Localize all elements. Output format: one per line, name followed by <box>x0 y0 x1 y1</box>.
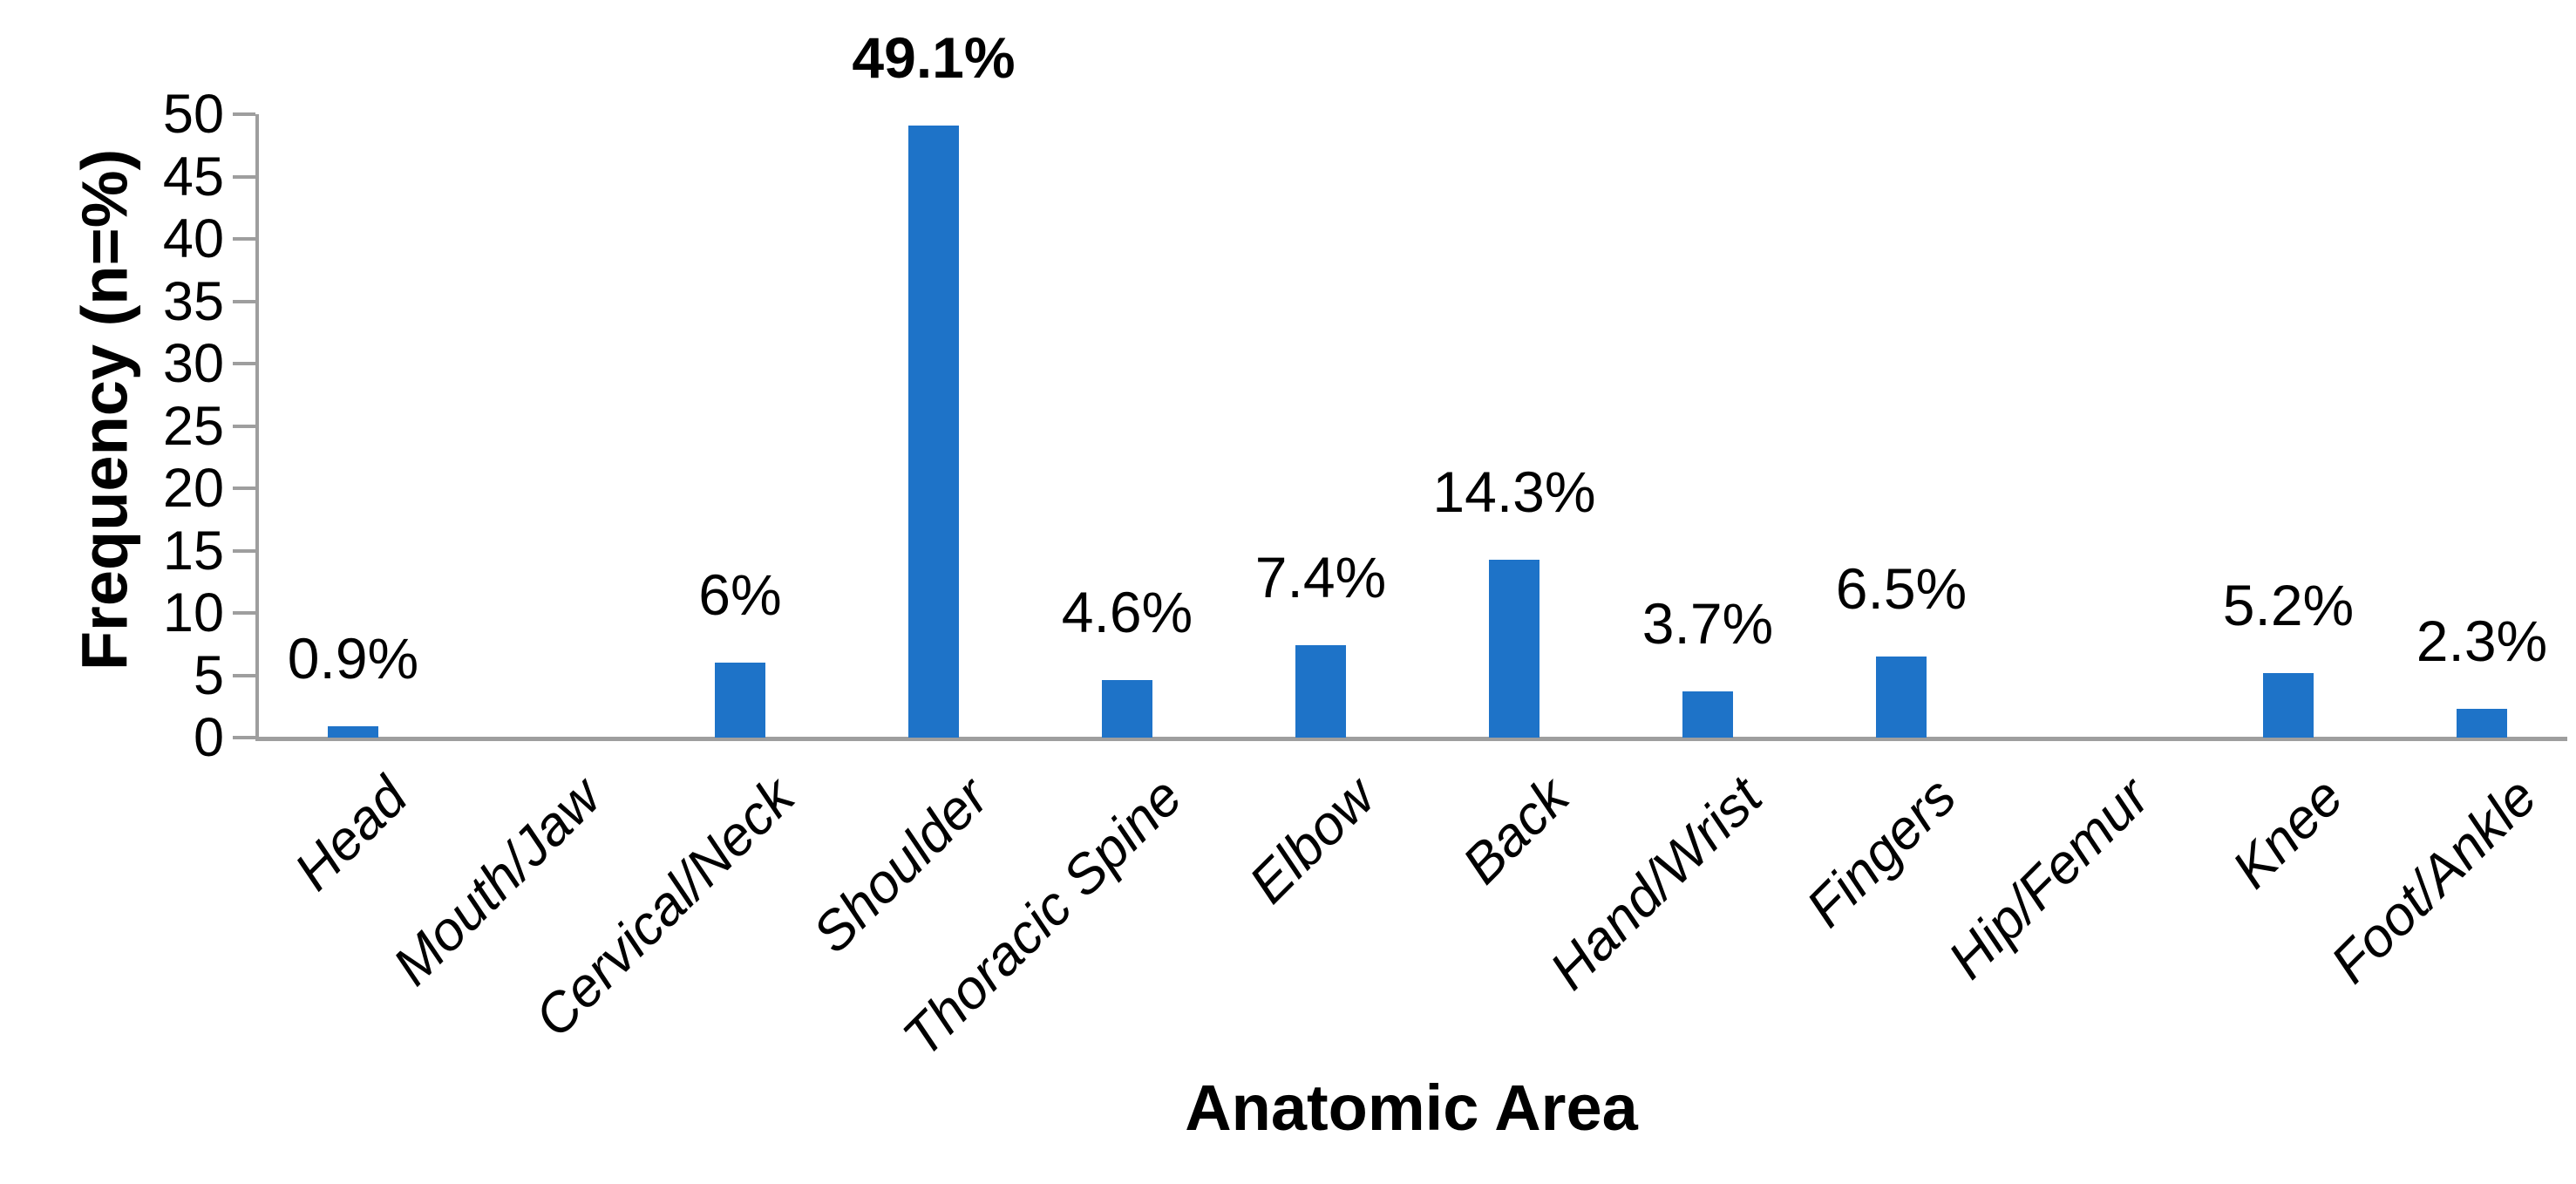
y-tick-label: 45 <box>162 146 224 208</box>
x-axis-title: Anatomic Area <box>1185 1072 1638 1144</box>
y-tick-label: 50 <box>162 84 224 145</box>
data-label-shoulder: 49.1% <box>852 25 1016 90</box>
bar-shoulder <box>908 126 959 738</box>
bar-back <box>1489 560 1539 738</box>
y-tick-mark <box>233 299 255 303</box>
y-tick-mark <box>233 487 255 490</box>
y-tick-mark <box>233 736 255 739</box>
y-tick-label: 15 <box>162 520 224 582</box>
bar-elbow <box>1295 645 1346 738</box>
y-tick-mark <box>233 362 255 365</box>
bar-head <box>328 726 378 738</box>
y-tick-mark <box>233 611 255 615</box>
y-tick-mark <box>233 174 255 179</box>
x-tick-label-hip-femur: Hip/Femur <box>1936 766 2162 991</box>
bar-fingers <box>1876 657 1927 738</box>
y-tick-mark <box>233 548 255 553</box>
x-axis-line <box>255 737 2567 741</box>
y-tick-label: 35 <box>162 270 224 332</box>
x-tick-label-foot-ankle: Foot/Ankle <box>2319 766 2549 996</box>
x-tick-label-hand-wrist: Hand/Wrist <box>1539 766 1775 1002</box>
data-label-foot-ankle: 2.3% <box>2416 609 2548 673</box>
bar-hand-wrist <box>1682 691 1733 738</box>
y-tick-mark <box>233 237 255 241</box>
y-tick-mark <box>233 673 255 677</box>
y-tick-label: 40 <box>162 208 224 269</box>
data-label-hand-wrist: 3.7% <box>1641 591 1774 656</box>
data-label-elbow: 7.4% <box>1254 545 1387 609</box>
bar-foot-ankle <box>2457 709 2507 738</box>
x-tick-label-elbow: Elbow <box>1238 766 1388 915</box>
y-tick-label: 0 <box>193 707 224 768</box>
bar-knee <box>2263 673 2314 738</box>
x-tick-label-fingers: Fingers <box>1795 766 1968 939</box>
y-tick-mark <box>233 424 255 428</box>
data-label-fingers: 6.5% <box>1835 556 1968 621</box>
y-tick-label: 30 <box>162 333 224 394</box>
y-tick-label: 5 <box>193 644 224 706</box>
x-tick-label-back: Back <box>1451 766 1581 896</box>
y-tick-label: 20 <box>162 458 224 519</box>
data-label-head: 0.9% <box>287 626 419 691</box>
y-axis-line <box>255 114 259 741</box>
y-tick-mark <box>233 112 255 116</box>
data-label-knee: 5.2% <box>2222 573 2355 637</box>
y-tick-label: 25 <box>162 395 224 457</box>
x-tick-label-knee: Knee <box>2220 766 2355 901</box>
x-tick-label-head: Head <box>283 766 420 902</box>
data-label-back: 14.3% <box>1432 459 1596 524</box>
data-label-cervical-neck: 6% <box>698 562 782 627</box>
bar-cervical-neck <box>715 663 765 738</box>
data-label-thoracic-spine: 4.6% <box>1061 580 1193 644</box>
x-tick-label-shoulder: Shoulder <box>801 766 1001 965</box>
bar-thoracic-spine <box>1102 680 1152 738</box>
y-tick-label: 10 <box>162 582 224 643</box>
